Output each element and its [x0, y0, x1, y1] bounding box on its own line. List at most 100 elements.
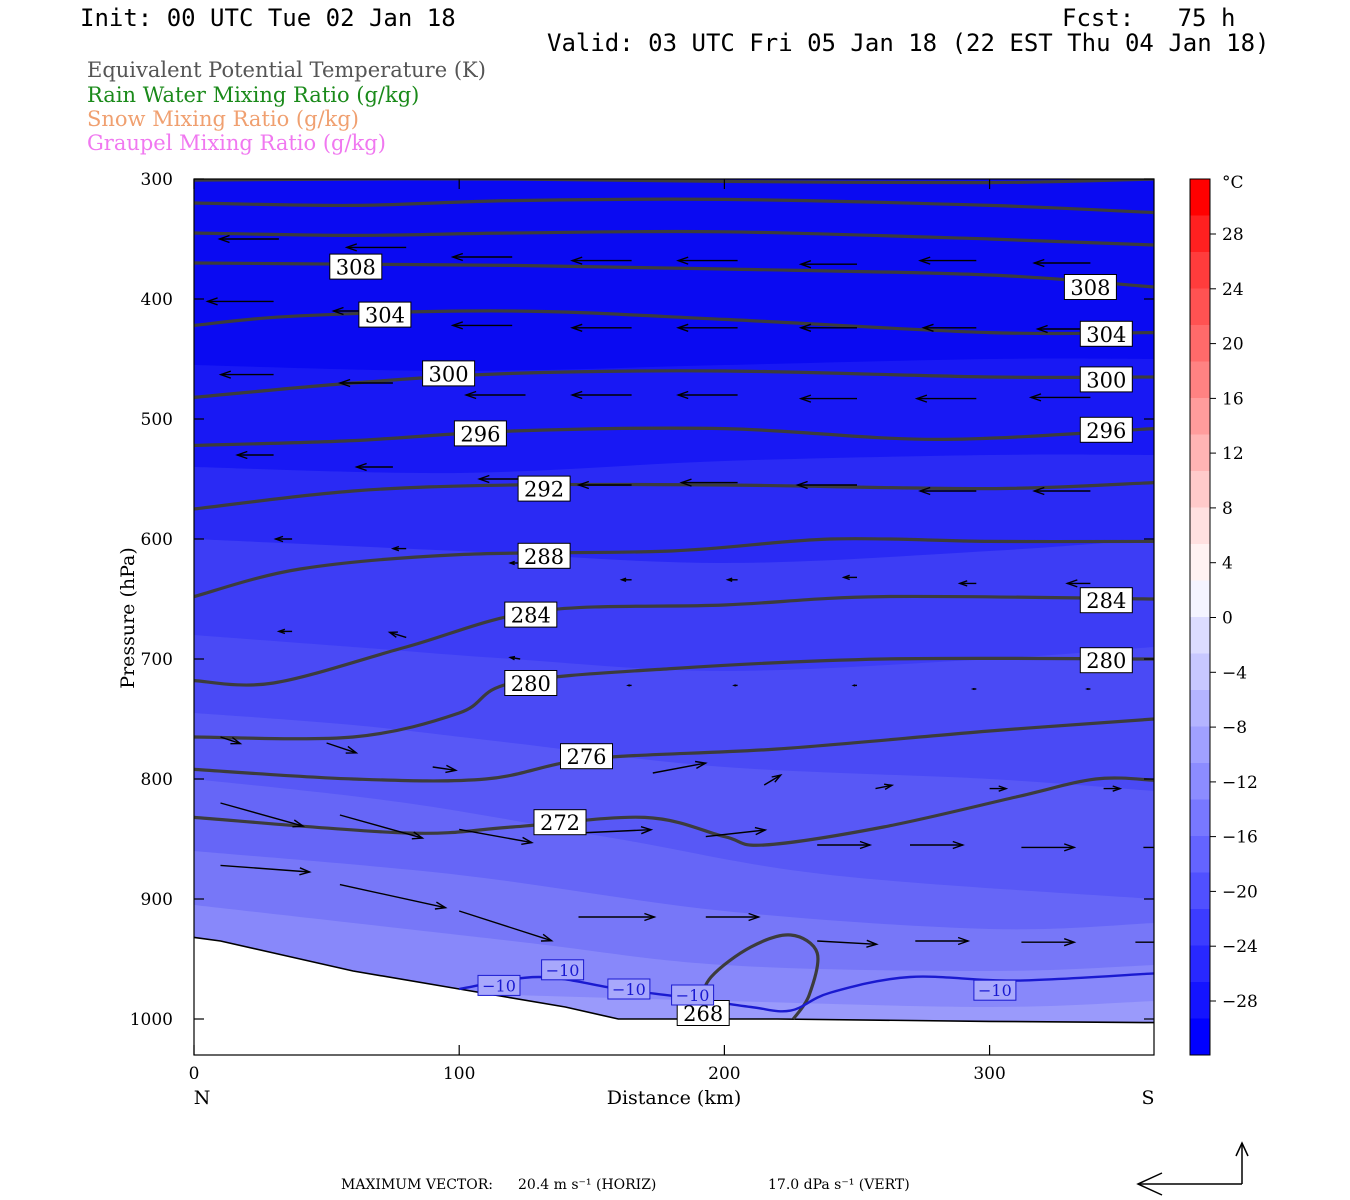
wind-vector	[918, 486, 977, 496]
wind-vector	[921, 323, 977, 332]
wind-vector	[1032, 486, 1091, 496]
svg-text:284: 284	[511, 604, 551, 628]
y-axis-label: Pressure (hPa)	[117, 547, 139, 689]
x-tick-label: 300	[973, 1064, 1005, 1084]
y-tick-label: 300	[141, 170, 173, 190]
colorbar-label: −8	[1222, 718, 1247, 738]
wind-vector	[235, 450, 274, 460]
wind-vector	[220, 736, 243, 745]
svg-text:−10: −10	[978, 981, 1012, 1000]
wind-vector	[337, 378, 393, 388]
wind-vector	[1021, 843, 1077, 852]
wind-vector	[508, 655, 521, 661]
y-tick-label: 800	[141, 770, 173, 790]
wind-vector	[459, 828, 534, 845]
colorbar-segment	[1190, 982, 1210, 1019]
wind-vector	[676, 390, 738, 400]
reference-vector-icon	[1136, 1141, 1249, 1196]
colorbar-segment	[1190, 763, 1210, 800]
terrain	[194, 936, 1154, 1055]
wind-vector	[570, 323, 632, 332]
theta-e-contour-304	[194, 309, 1154, 336]
colorbar-label: 20	[1222, 335, 1244, 355]
theta-e-contour-310	[194, 197, 1154, 215]
legend-rain: Rain Water Mixing Ratio (g/kg)	[87, 83, 420, 107]
wind-vector	[626, 684, 632, 687]
wind-vector	[676, 323, 738, 332]
wind-vector	[763, 773, 783, 786]
wind-vector	[220, 802, 306, 828]
svg-text:308: 308	[1070, 276, 1110, 300]
contour-label: 280	[504, 670, 558, 696]
colorbar-segment	[1190, 288, 1210, 326]
contour-label: 300	[422, 360, 476, 387]
isotherm-label: −10	[671, 984, 715, 1006]
wind-vector	[390, 545, 407, 552]
wind-vector	[989, 785, 1009, 792]
svg-text:272: 272	[540, 811, 580, 835]
colorbar-segment	[1190, 580, 1210, 618]
terrain-fill	[194, 937, 1154, 1055]
contour-label: 292	[517, 475, 571, 502]
theta-e-contour-268	[696, 933, 820, 1020]
wind-vector	[1143, 846, 1154, 849]
wind-vector	[851, 684, 857, 687]
wind-vector	[841, 574, 857, 581]
wind-vector	[619, 577, 632, 583]
legend-theta-e: Equivalent Potential Temperature (K)	[87, 58, 486, 82]
colorbar-segment	[1190, 471, 1210, 508]
svg-text:−10: −10	[676, 986, 710, 1005]
colorbar-label: 8	[1222, 499, 1233, 519]
wind-vector	[578, 826, 654, 835]
colorbar-label: −12	[1222, 773, 1258, 793]
contour-label: 308	[329, 253, 383, 280]
colorbar-segment	[1190, 617, 1210, 654]
colorbar-label: 12	[1222, 444, 1244, 464]
wind-vector	[458, 910, 554, 942]
svg-text:276: 276	[566, 745, 606, 769]
wind-vector	[205, 297, 274, 306]
wind-vector	[450, 252, 513, 262]
wind-vector	[732, 684, 738, 687]
colorbar-segment	[1190, 872, 1210, 910]
x-tick-label: 100	[443, 1064, 475, 1084]
colorbar-segment	[1190, 507, 1210, 545]
contour-label: 296	[1079, 416, 1133, 443]
wind-vector	[679, 478, 738, 487]
contour-label: 304	[358, 301, 412, 328]
wind-vector	[576, 480, 632, 490]
wind-vector	[1065, 579, 1091, 588]
wind-vector	[970, 687, 977, 691]
init-time: Init: 00 UTC Tue 02 Jan 18	[80, 4, 456, 32]
wind-vector	[387, 631, 407, 639]
theta-e-contour-288	[194, 537, 1154, 599]
wind-vector	[339, 814, 425, 840]
wind-vector	[817, 840, 873, 850]
wind-vector	[798, 260, 857, 269]
svg-text:288: 288	[524, 545, 564, 569]
colorbar-label: −28	[1222, 992, 1258, 1012]
y-tick-label: 900	[141, 890, 173, 910]
theta-e-contour-280	[194, 656, 1154, 741]
colorbar-segment	[1190, 325, 1210, 362]
wind-vector	[725, 577, 738, 583]
y-tick-label: 400	[141, 290, 173, 310]
colorbar-label: −20	[1222, 882, 1258, 902]
isotherm-label: −10	[973, 979, 1017, 1001]
wind-vector	[218, 370, 274, 379]
x-tick-label: 0	[189, 1064, 200, 1084]
wind-vector	[450, 321, 513, 330]
svg-text:296: 296	[1086, 419, 1126, 443]
y-tick-label: 500	[141, 410, 173, 430]
contour-label: 276	[560, 743, 613, 770]
theta-e-contour-292	[194, 481, 1154, 511]
svg-text:−10: −10	[482, 976, 516, 995]
svg-text:280: 280	[1086, 649, 1126, 673]
contour-label: 284	[1079, 587, 1133, 614]
colorbar-label: 4	[1222, 554, 1233, 574]
wind-vector	[344, 243, 407, 252]
axes: 300 400 500 600 700 800 900 1000 0 100 200 300	[130, 170, 1154, 1084]
y-tick-label: 600	[141, 530, 173, 550]
wind-vector	[705, 912, 761, 922]
